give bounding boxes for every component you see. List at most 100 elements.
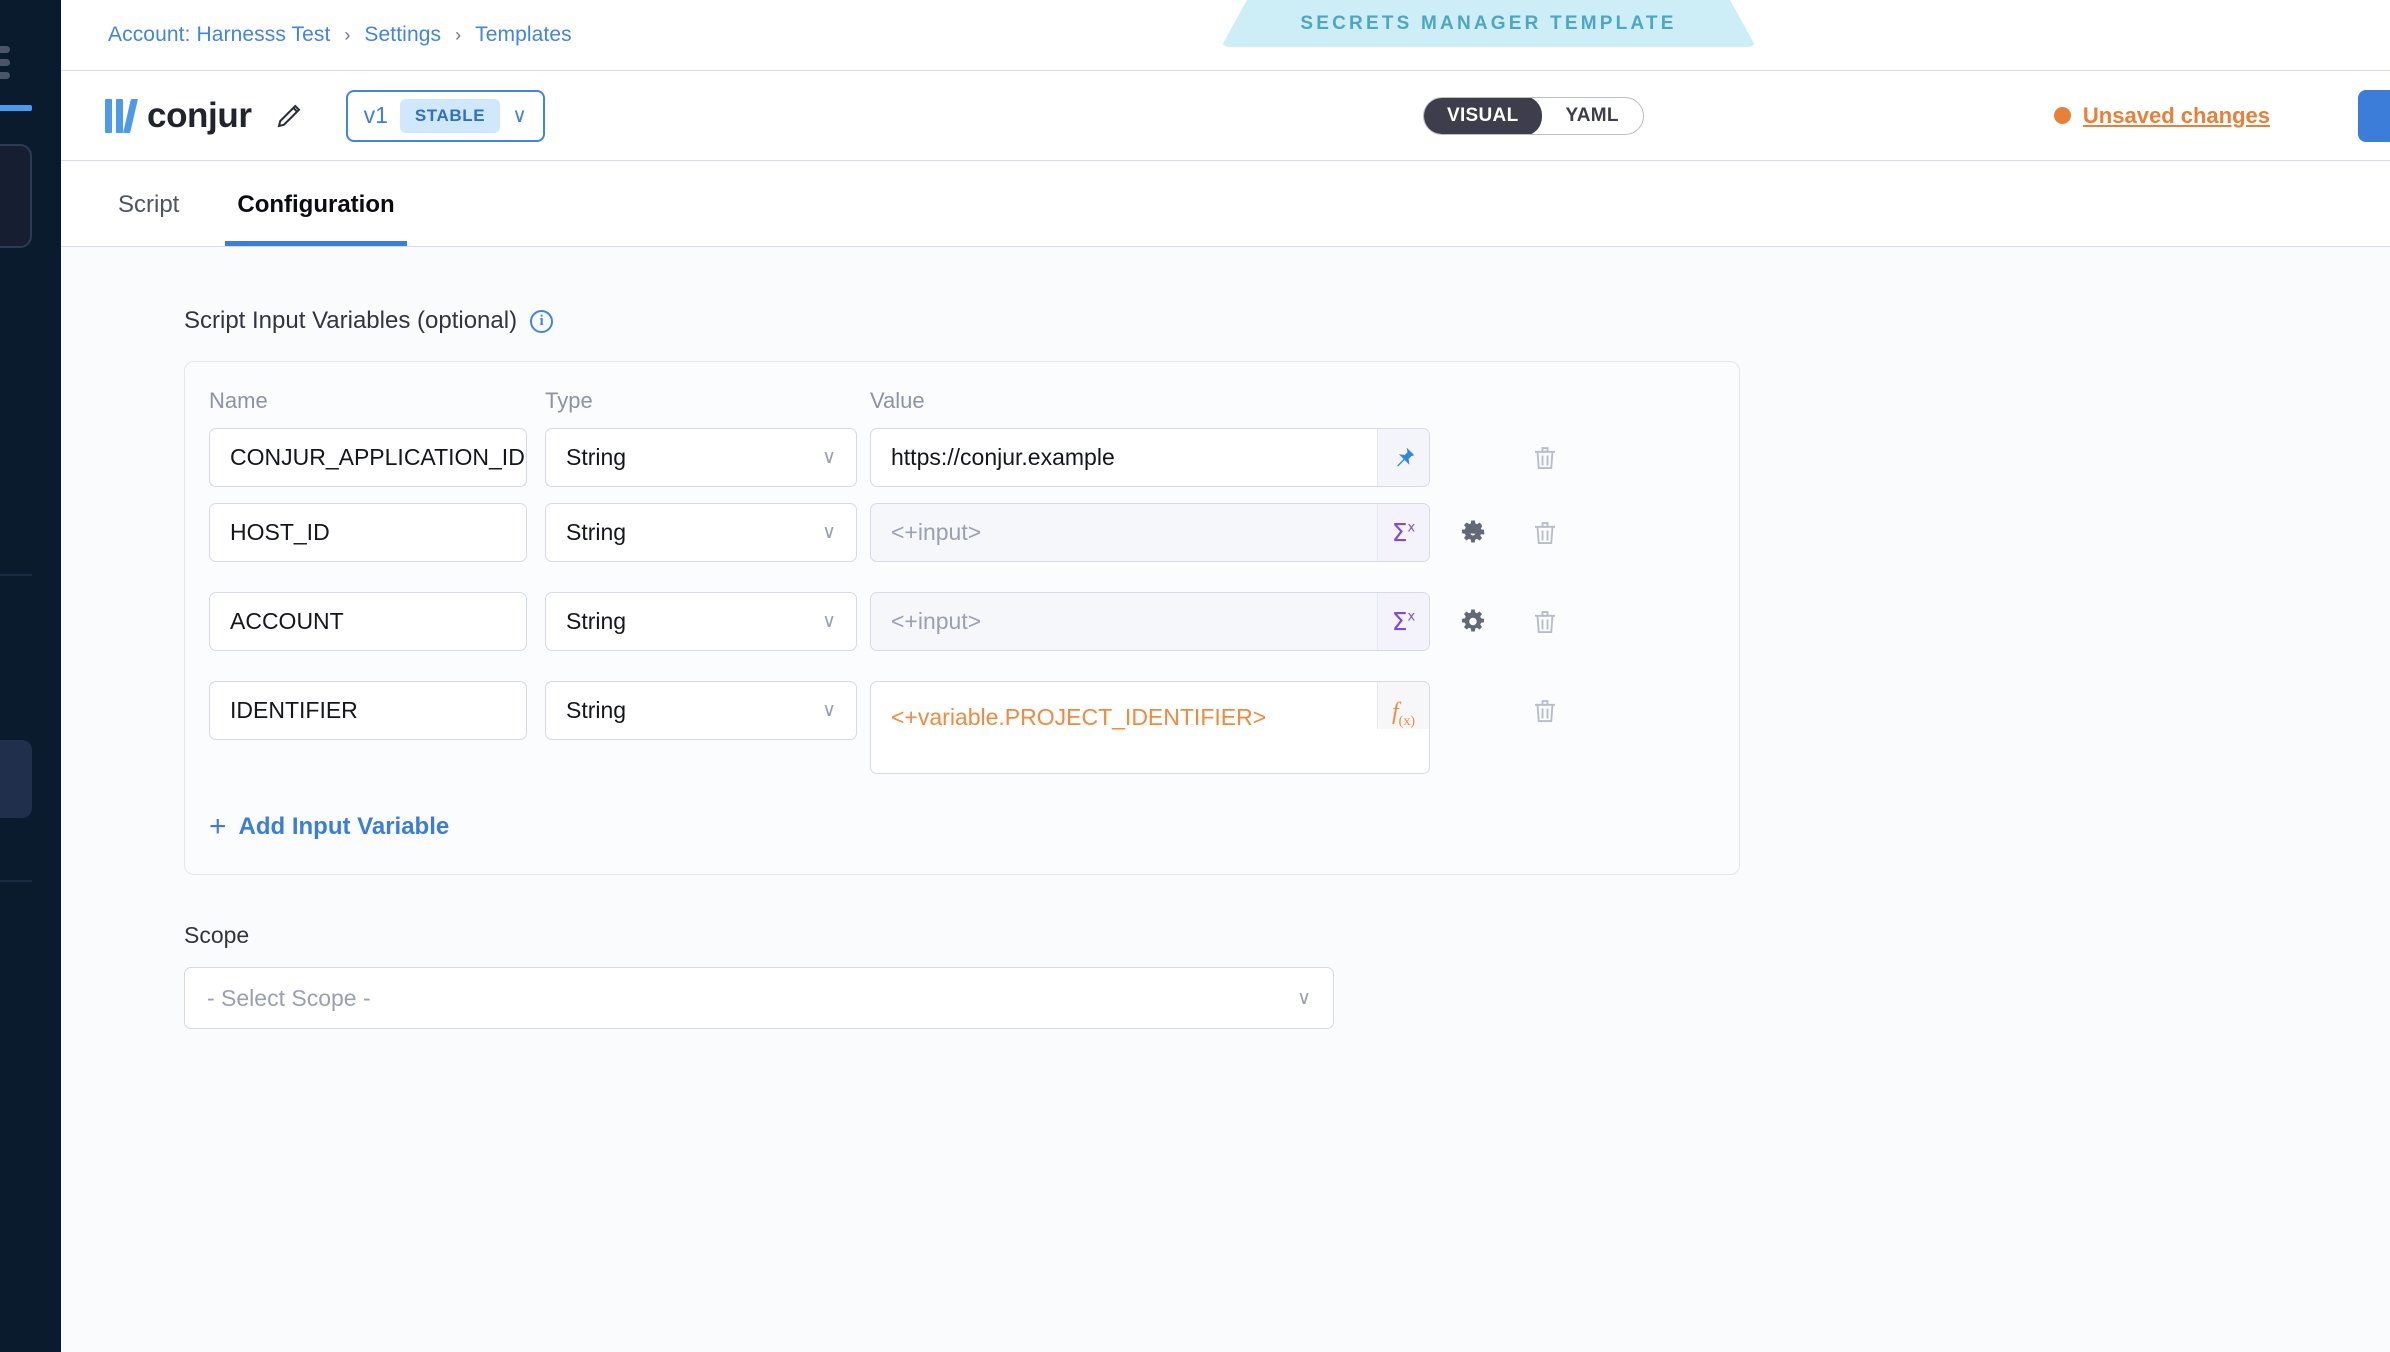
chevron-down-icon: ∨	[822, 611, 836, 632]
column-header-type: Type	[545, 388, 593, 413]
view-mode-toggle[interactable]: VISUAL YAML	[1423, 96, 1644, 135]
edit-pencil-icon[interactable]	[272, 99, 306, 133]
chevron-down-icon: ∨	[822, 522, 836, 543]
unsaved-dot-icon	[2053, 107, 2071, 124]
template-type-ribbon: SECRETS MANAGER TEMPLATE	[1221, 0, 1756, 47]
template-name: conjur	[147, 95, 252, 135]
template-identity: conjur	[105, 96, 252, 136]
tab-script[interactable]: Script	[118, 191, 180, 218]
chevron-down-icon: ∨	[1297, 987, 1311, 1009]
row-actions	[1430, 681, 1572, 740]
table-row: HOST_ID String ∨ <+input>	[209, 503, 1715, 562]
save-button[interactable]	[2358, 89, 2390, 142]
variable-name-input[interactable]: IDENTIFIER	[209, 681, 527, 740]
chevron-down-icon: ∨	[822, 447, 836, 468]
variable-value-field[interactable]: <+input> Σx	[870, 503, 1430, 562]
sigma-x-icon[interactable]: Σx	[1377, 593, 1429, 650]
variable-value-field[interactable]: <+variable.PROJECT_IDENTIFIER> f(x)	[870, 681, 1430, 774]
variable-name-input[interactable]: HOST_ID	[209, 503, 527, 562]
variable-name-input[interactable]: ACCOUNT	[209, 592, 527, 651]
add-input-variable-label: Add Input Variable	[238, 813, 450, 840]
plus-icon: +	[209, 810, 227, 843]
breadcrumb-item-templates[interactable]: Templates	[475, 23, 572, 46]
variables-table-header: Name Type Value	[209, 388, 1715, 428]
variable-type-value: String	[566, 697, 627, 723]
breadcrumb-item-settings[interactable]: Settings	[364, 23, 442, 46]
tab-visual-view[interactable]: VISUAL	[1423, 97, 1543, 134]
variable-value-text: <+input>	[891, 519, 982, 545]
row-actions	[1430, 503, 1572, 562]
column-header-value: Value	[870, 388, 925, 413]
variable-value-field[interactable]: <+input> Σx	[870, 592, 1430, 651]
variable-value-text: <+input>	[891, 608, 982, 634]
chevron-down-icon: ∨	[512, 105, 527, 127]
tab-configuration[interactable]: Configuration	[225, 191, 407, 246]
breadcrumb-separator: ›	[344, 24, 351, 45]
variable-value-field[interactable]: https://conjur.example	[870, 428, 1430, 487]
add-input-variable-button[interactable]: + Add Input Variable	[209, 812, 1715, 842]
variable-type-value: String	[566, 444, 627, 470]
rail-divider	[0, 574, 32, 576]
tab-yaml-view[interactable]: YAML	[1565, 104, 1619, 126]
conjur-logo-icon	[105, 98, 138, 133]
main-content: Account: Harnesss Test › Settings › Temp…	[61, 0, 2390, 1352]
table-row: ACCOUNT String ∨ <+input>	[209, 592, 1715, 651]
sigma-x-icon[interactable]: Σx	[1377, 504, 1429, 561]
info-icon[interactable]: i	[530, 309, 554, 333]
version-selector[interactable]: v1 STABLE ∨	[345, 89, 545, 142]
variable-value-input[interactable]: <+variable.PROJECT_IDENTIFIER>	[871, 682, 1377, 773]
unsaved-changes-label: Unsaved changes	[2082, 102, 2270, 128]
variable-type-value: String	[566, 608, 627, 634]
delete-variable-button[interactable]	[1518, 443, 1572, 473]
variable-value-input[interactable]: <+input>	[871, 593, 1377, 650]
variable-value-input[interactable]: <+input>	[871, 504, 1377, 561]
delete-variable-button[interactable]	[1518, 518, 1572, 548]
breadcrumb-item-account[interactable]: Account: Harnesss Test	[108, 23, 331, 46]
variable-value-input[interactable]: https://conjur.example	[871, 429, 1377, 486]
template-tabs: Script Configuration	[61, 161, 2390, 247]
rail-active-indicator	[0, 105, 32, 111]
variable-name-value: CONJUR_APPLICATION_ID	[230, 444, 525, 470]
settings-gear-icon[interactable]	[1446, 607, 1500, 637]
template-title-bar: conjur v1 STABLE ∨ VISUAL YAML Unsaved c…	[61, 71, 2390, 161]
rail-divider	[0, 880, 32, 882]
rail-item-top[interactable]	[0, 144, 32, 248]
variable-name-input[interactable]: CONJUR_APPLICATION_ID	[209, 428, 527, 487]
fx-icon[interactable]: f(x)	[1377, 682, 1429, 729]
variable-type-select[interactable]: String ∨	[545, 681, 857, 740]
scope-selected-value: - Select Scope -	[207, 984, 371, 1011]
scope-select[interactable]: - Select Scope - ∨	[184, 967, 1334, 1029]
variable-type-select[interactable]: String ∨	[545, 503, 857, 562]
variable-name-value: ACCOUNT	[230, 608, 344, 634]
variable-name-value: HOST_ID	[230, 519, 330, 545]
column-header-name: Name	[209, 388, 268, 413]
left-navigation-rail	[0, 0, 61, 1352]
variable-value-text: <+variable.PROJECT_IDENTIFIER>	[891, 704, 1267, 730]
variable-type-select[interactable]: String ∨	[545, 428, 857, 487]
variable-type-select[interactable]: String ∨	[545, 592, 857, 651]
breadcrumb-separator: ›	[455, 24, 462, 45]
rail-menu-icon[interactable]	[0, 46, 10, 79]
rail-menu-line	[0, 72, 10, 79]
version-label: v1	[363, 102, 388, 128]
rail-menu-line	[0, 46, 10, 53]
variable-type-value: String	[566, 519, 627, 545]
delete-variable-button[interactable]	[1518, 696, 1572, 726]
pin-icon[interactable]	[1377, 429, 1429, 486]
configuration-panel: Script Input Variables (optional) i Name…	[61, 247, 2390, 1352]
variable-value-text: https://conjur.example	[891, 444, 1115, 470]
variable-name-value: IDENTIFIER	[230, 697, 358, 723]
row-actions	[1430, 592, 1572, 651]
settings-gear-icon[interactable]	[1446, 518, 1500, 548]
section-title: Script Input Variables (optional)	[184, 307, 518, 334]
delete-variable-button[interactable]	[1518, 607, 1572, 637]
breadcrumb-bar: Account: Harnesss Test › Settings › Temp…	[61, 0, 2390, 71]
scope-label: Scope	[184, 922, 250, 948]
rail-menu-line	[0, 59, 10, 66]
rail-item-selected[interactable]	[0, 740, 32, 818]
table-row: CONJUR_APPLICATION_ID String ∨ https://c…	[209, 428, 1715, 487]
version-stability-badge: STABLE	[399, 98, 501, 133]
unsaved-changes-indicator[interactable]: Unsaved changes	[2053, 102, 2270, 129]
chevron-down-icon: ∨	[822, 700, 836, 721]
